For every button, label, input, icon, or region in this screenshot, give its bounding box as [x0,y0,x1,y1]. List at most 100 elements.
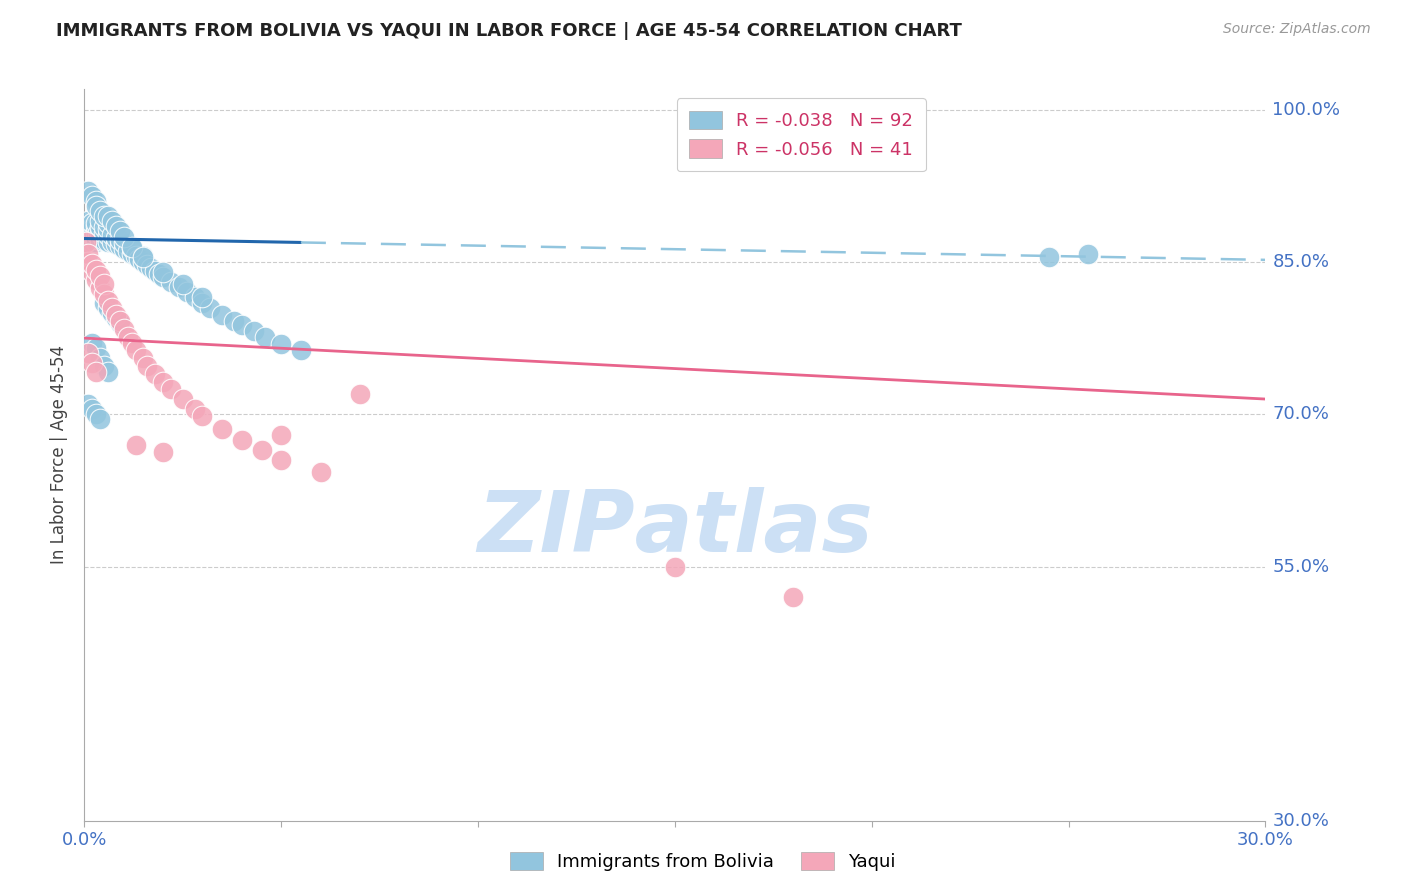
Point [1077,247,1099,261]
Point [75,235,97,249]
Point [222,314,245,328]
Point [84,199,107,213]
Point [84,341,107,355]
Point [112,242,135,256]
Point [782,590,804,604]
Point [108,316,131,330]
Point [191,409,214,424]
Point [132,255,155,269]
Point [82,402,104,417]
Point [77,346,100,360]
Point [136,359,159,373]
Point [93,359,115,373]
Legend: R = -0.038   N = 92, R = -0.056   N = 41: R = -0.038 N = 92, R = -0.056 N = 41 [676,98,925,171]
Text: 55.0%: 55.0% [1272,558,1330,575]
Point [82,216,104,230]
Point [211,421,233,435]
Point [108,233,131,247]
Point [83,228,105,243]
Point [124,343,146,358]
Point [104,308,127,322]
Point [112,229,135,244]
Point [124,438,146,452]
Point [132,351,155,366]
Text: ZIP​atlas: ZIP​atlas [477,486,873,570]
Point [82,356,104,371]
Point [121,241,143,255]
Point [152,265,174,279]
Point [97,216,120,230]
Point [93,227,115,241]
Point [112,322,135,336]
Text: Source: ZipAtlas.com: Source: ZipAtlas.com [1223,22,1371,37]
Point [82,222,104,236]
Point [77,229,100,244]
Point [242,324,264,338]
Point [77,219,100,234]
Point [254,330,277,344]
Point [167,280,190,294]
Point [77,255,100,269]
Point [270,337,292,351]
Point [89,412,111,426]
Point [160,275,183,289]
Point [191,295,214,310]
Point [93,209,115,223]
Point [152,375,174,389]
Point [152,445,174,459]
Point [143,367,166,381]
Point [77,214,100,228]
Point [270,453,292,467]
Point [82,336,104,351]
Point [97,228,120,243]
Point [77,184,100,198]
Point [93,287,115,301]
Point [121,247,143,261]
Point [121,240,143,254]
Point [117,244,139,258]
Point [97,209,120,223]
Point [104,219,127,234]
Point [104,230,127,244]
Point [101,235,124,249]
Point [93,220,115,235]
Point [108,314,131,328]
Point [79,229,101,244]
Point [84,407,107,421]
Point [93,277,115,292]
Point [77,247,100,261]
Point [200,301,222,315]
Point [121,336,143,351]
Point [112,235,135,250]
Point [93,295,115,310]
Point [349,387,371,401]
Point [89,204,111,219]
Point [84,216,107,230]
Point [75,235,97,249]
Point [97,301,120,315]
Point [82,235,104,249]
Point [124,249,146,263]
Point [82,228,104,243]
Point [89,227,111,241]
Point [148,267,170,281]
Point [82,257,104,271]
Point [84,365,107,379]
Point [93,233,115,247]
Point [101,306,124,320]
Point [84,263,107,277]
Point [89,269,111,284]
Point [270,427,292,442]
Point [84,219,107,234]
Point [132,250,155,264]
Text: IMMIGRANTS FROM BOLIVIA VS YAQUI IN LABOR FORCE | AGE 45-54 CORRELATION CHART: IMMIGRANTS FROM BOLIVIA VS YAQUI IN LABO… [56,22,962,40]
Point [77,397,100,411]
Point [183,402,205,417]
Point [82,265,104,279]
Point [89,220,111,235]
Point [84,235,107,249]
Point [183,290,205,304]
Point [104,236,127,251]
Point [97,235,120,249]
Point [87,227,110,241]
